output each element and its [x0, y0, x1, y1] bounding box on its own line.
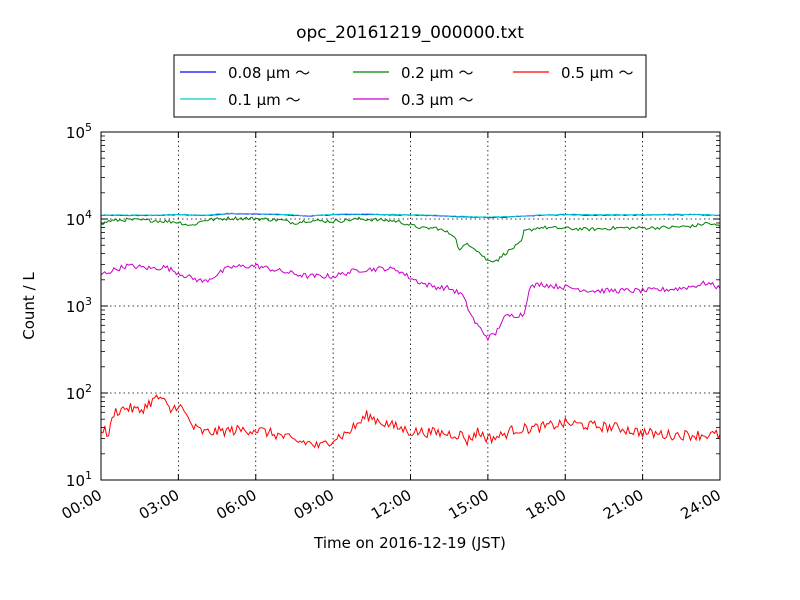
legend-box [173, 54, 647, 118]
y-tick-exponent: 3 [85, 295, 92, 308]
legend-label: 0.3 μm ～ [401, 91, 474, 109]
chart-title: opc_20161219_000000.txt [296, 23, 524, 43]
legend-label: 0.08 μm ～ [228, 64, 310, 82]
series-lines [100, 212, 721, 450]
y-tick-exponent: 2 [85, 382, 92, 395]
y-axis-label: Count / L [20, 272, 38, 340]
axis-ticks [100, 131, 721, 481]
series-line [100, 394, 721, 450]
legend-label: 0.5 μm ～ [561, 64, 634, 82]
legend-label: 0.1 μm ～ [228, 91, 301, 109]
series-line [101, 212, 721, 218]
legend: 0.08 μm ～ 0.1 μm ～ 0.2 μm ～ 0.3 μm ～ 0.5 μm … [173, 54, 647, 118]
y-tick-exponent: 4 [85, 208, 92, 221]
y-tick-exponent: 5 [85, 121, 92, 134]
x-axis-label: Time on 2016-12-19 (JST) [313, 534, 506, 552]
legend-label: 0.2 μm ～ [401, 64, 474, 82]
y-tick-exponent: 1 [85, 469, 92, 482]
series-line [100, 215, 721, 263]
series-line [100, 263, 721, 342]
